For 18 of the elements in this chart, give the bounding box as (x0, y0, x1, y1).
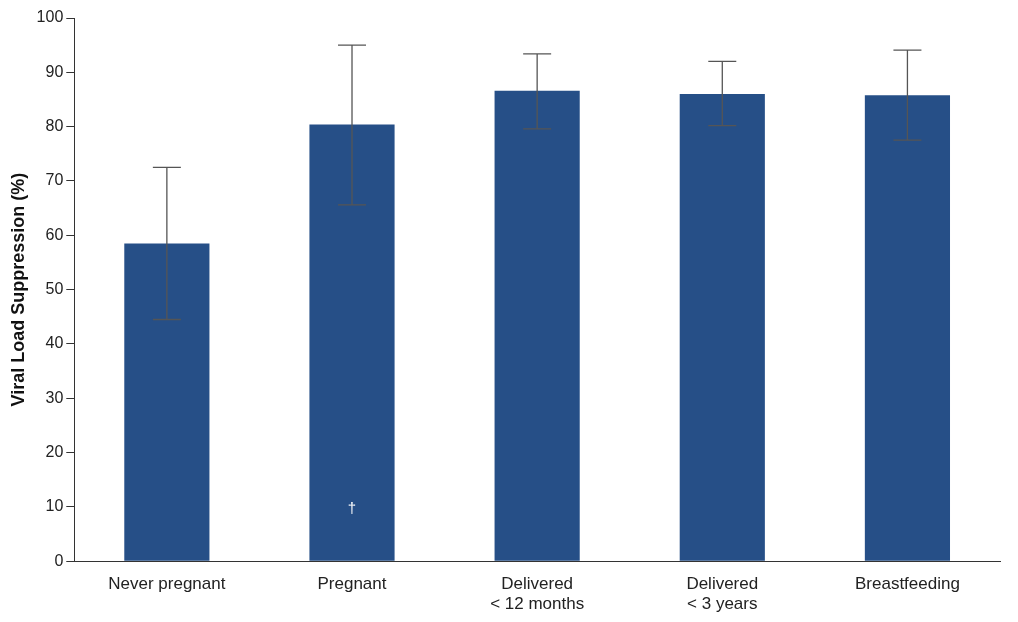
y-tick-label: 60 (45, 225, 64, 243)
x-tick-label: Never pregnant (108, 574, 226, 594)
y-tick-label: 20 (45, 442, 64, 460)
y-tick-label: 50 (45, 280, 64, 298)
y-tick-label: 40 (45, 334, 64, 352)
x-tick-label: Pregnant (317, 574, 387, 594)
y-tick-label: 0 (54, 551, 64, 569)
y-tick-label: 100 (36, 8, 64, 26)
y-axis-title: Viral Load Suppression (%) (7, 172, 28, 407)
y-tick-label: 90 (45, 62, 64, 80)
annotation: † (347, 499, 357, 517)
y-tick-label: 10 (45, 497, 64, 515)
y-tick-label: 70 (45, 171, 64, 189)
x-tick-label: Breastfeeding (854, 574, 960, 594)
x-tick-label: Delivered < 12 months (490, 574, 585, 614)
y-tick-label: 30 (45, 388, 64, 406)
y-tick-label: 80 (45, 117, 64, 135)
x-tick-label: Delivered < 3 years (686, 574, 759, 614)
